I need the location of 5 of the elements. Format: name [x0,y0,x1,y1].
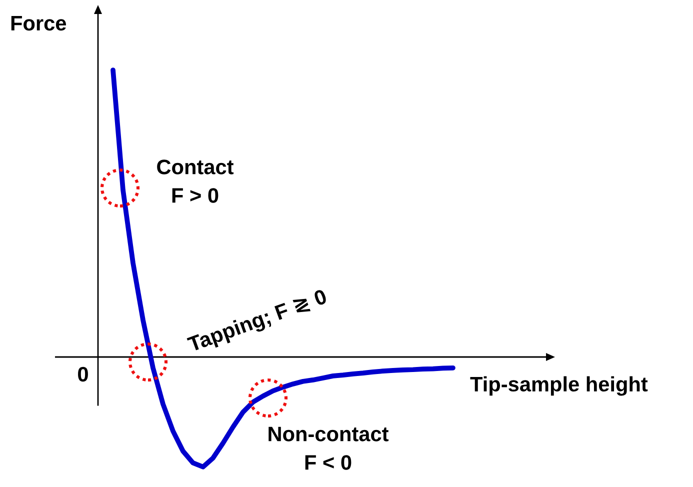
annotation: Contact F > 0 [157,160,234,203]
x-axis-title: Tip-sample height [470,376,648,396]
y-axis-title: Force [11,16,66,31]
text: 0 [78,366,88,382]
annotation: Non-contact F < 0 [268,426,389,470]
